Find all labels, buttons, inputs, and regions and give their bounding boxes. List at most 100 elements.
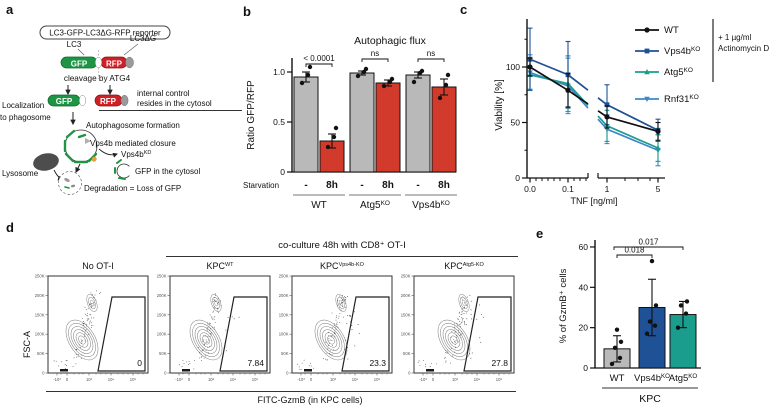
svg-text:100K: 100K bbox=[279, 332, 289, 337]
gzmb-gate bbox=[97, 296, 146, 372]
svg-text:0.018: 0.018 bbox=[624, 246, 645, 255]
svg-text:0.1: 0.1 bbox=[562, 184, 574, 194]
svg-text:50K: 50K bbox=[281, 351, 289, 356]
svg-text:8h: 8h bbox=[438, 180, 450, 191]
svg-text:7.84: 7.84 bbox=[247, 358, 264, 368]
autophagosome-label: Autophagosome formation bbox=[86, 121, 180, 130]
vps4b-closure-label: Vps4b mediated closure bbox=[90, 139, 176, 148]
lc3-label: LC3 bbox=[67, 40, 82, 49]
svg-text:0: 0 bbox=[286, 371, 289, 376]
rfp-text: RFP bbox=[106, 59, 123, 68]
svg-text:0: 0 bbox=[408, 371, 411, 376]
panel-c-label: c bbox=[460, 2, 468, 17]
svg-text:-: - bbox=[304, 180, 307, 191]
svg-text:10³: 10³ bbox=[330, 377, 337, 382]
svg-text:TNF [ng/ml]: TNF [ng/ml] bbox=[570, 196, 617, 206]
svg-text:0: 0 bbox=[583, 363, 588, 373]
svg-text:10⁵: 10⁵ bbox=[252, 377, 259, 382]
localization-line1: Localization bbox=[2, 101, 44, 110]
svg-text:10³: 10³ bbox=[208, 377, 215, 382]
panel-e-label: e bbox=[536, 226, 544, 241]
svg-text:0.017: 0.017 bbox=[638, 238, 659, 247]
svg-text:8h: 8h bbox=[326, 180, 338, 191]
localization-line2: to phagosome bbox=[0, 113, 51, 122]
gfp-text-2: GFP bbox=[56, 97, 73, 106]
svg-text:0: 0 bbox=[515, 173, 520, 183]
svg-text:50K: 50K bbox=[37, 351, 45, 356]
svg-text:150K: 150K bbox=[401, 312, 411, 317]
svg-text:ns: ns bbox=[371, 49, 379, 58]
svg-text:50: 50 bbox=[511, 118, 521, 128]
rfp-text-2: RFP bbox=[100, 97, 117, 106]
svg-text:-: - bbox=[360, 180, 363, 191]
svg-text:150K: 150K bbox=[35, 312, 45, 317]
svg-text:0: 0 bbox=[137, 358, 142, 368]
svg-text:% of GzmB⁺ cells: % of GzmB⁺ cells bbox=[558, 268, 569, 343]
unclosed-phagophore bbox=[116, 163, 132, 179]
svg-text:10⁴: 10⁴ bbox=[108, 377, 115, 382]
svg-text:8h: 8h bbox=[382, 180, 394, 191]
svg-text:-10³: -10³ bbox=[53, 377, 61, 382]
svg-text:20: 20 bbox=[579, 323, 589, 333]
closure-arrow bbox=[98, 148, 118, 158]
svg-text:KPCAtg5-KO: KPCAtg5-KO bbox=[444, 261, 484, 271]
svg-text:5: 5 bbox=[656, 184, 661, 194]
gfp-cytosol-label: GFP in the cytosol bbox=[135, 167, 200, 176]
cleavage-label: cleavage by ATG4 bbox=[64, 74, 131, 83]
svg-text:-: - bbox=[416, 180, 419, 191]
svg-text:0: 0 bbox=[280, 167, 285, 177]
svg-text:27.8: 27.8 bbox=[491, 358, 508, 368]
svg-text:+ 1 µg/ml: + 1 µg/ml bbox=[718, 33, 752, 42]
svg-text:150K: 150K bbox=[157, 312, 167, 317]
gzmb-gate bbox=[463, 296, 512, 372]
svg-text:200K: 200K bbox=[279, 293, 289, 298]
reporter-box-label: LC3-GFP-LC3ΔG-RFP reporter bbox=[49, 29, 161, 38]
svg-text:100: 100 bbox=[506, 62, 520, 72]
vps4b-kd-label: Vps4bKD bbox=[121, 150, 151, 159]
svg-text:Ratio GFP/RFP: Ratio GFP/RFP bbox=[246, 80, 257, 150]
svg-text:0: 0 bbox=[66, 377, 69, 382]
svg-text:10³: 10³ bbox=[452, 377, 459, 382]
svg-text:10⁴: 10⁴ bbox=[352, 377, 359, 382]
svg-text:0.0: 0.0 bbox=[524, 184, 536, 194]
lysosome-shape bbox=[33, 153, 59, 171]
svg-text:0.5: 0.5 bbox=[273, 117, 285, 127]
svg-text:Starvation: Starvation bbox=[243, 181, 279, 190]
panel-d-label: d bbox=[6, 220, 14, 235]
svg-text:150K: 150K bbox=[279, 312, 289, 317]
bar-Vps4b-- bbox=[405, 68, 431, 173]
lc3dg-cap-gray bbox=[125, 56, 134, 69]
svg-text:0: 0 bbox=[432, 377, 435, 382]
reporter-box bbox=[39, 25, 171, 40]
phagophore-dashes bbox=[114, 159, 126, 180]
gzmb-gate bbox=[219, 296, 268, 372]
fitc-axis-label: FITC-GzmB (in KPC cells) bbox=[257, 395, 363, 405]
flow-plot-kpc-vps4b-ko: KPCVps4b-KO 250K 200K 150K 100K 50K 0 -10³ 0 10³ 1… bbox=[279, 261, 393, 382]
gzmb-gate bbox=[341, 296, 390, 372]
contour-cluster bbox=[178, 293, 240, 372]
svg-text:100K: 100K bbox=[35, 332, 45, 337]
bar-Vps4b bbox=[638, 258, 666, 369]
svg-text:100K: 100K bbox=[157, 332, 167, 337]
svg-text:1.0: 1.0 bbox=[273, 67, 285, 77]
svg-text:200K: 200K bbox=[401, 293, 411, 298]
fsc-a-axis-label: FSC-A bbox=[22, 331, 32, 358]
flow-plot-no-oti: No OT-I 250K 200K 150K 100K 50K 0 -10³ 0 10³ 10⁴ 10… bbox=[35, 261, 149, 382]
series-Vps4b bbox=[527, 27, 661, 142]
autolysosome-circle bbox=[58, 171, 82, 195]
svg-text:-10³: -10³ bbox=[297, 377, 305, 382]
svg-text:ns: ns bbox=[427, 49, 435, 58]
lc3-cap-white bbox=[95, 56, 102, 69]
svg-text:23.3: 23.3 bbox=[369, 358, 386, 368]
svg-text:10⁵: 10⁵ bbox=[496, 377, 503, 382]
svg-text:10⁴: 10⁴ bbox=[230, 377, 237, 382]
flow-plot-kpc-atg5-ko: KPCAtg5-KO 250K 200K 150K 100K 50K 0 -10³ 0 10³ 10… bbox=[401, 261, 515, 382]
svg-text:1: 1 bbox=[605, 184, 610, 194]
vps4b-dot bbox=[91, 156, 97, 162]
svg-text:250K: 250K bbox=[279, 274, 289, 279]
svg-text:Viability [%]: Viability [%] bbox=[494, 79, 505, 131]
svg-text:10⁵: 10⁵ bbox=[130, 377, 137, 382]
svg-text:WT: WT bbox=[664, 25, 679, 36]
coculture-header: co-culture 48h with CD8⁺ OT-I bbox=[278, 240, 406, 251]
